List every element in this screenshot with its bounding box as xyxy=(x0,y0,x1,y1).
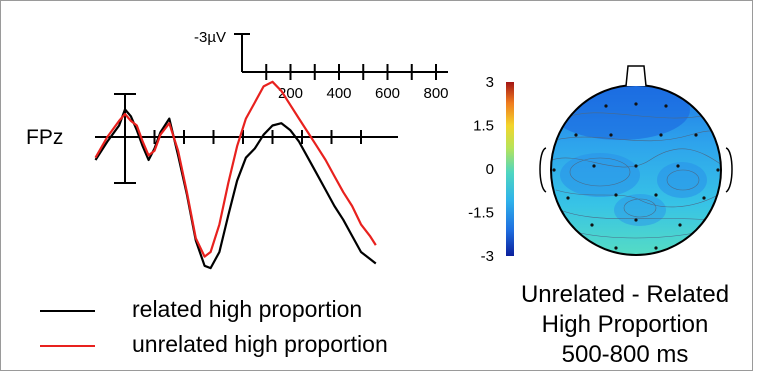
electrode-marker xyxy=(609,133,613,137)
time-scale: -3µV 200 400 600 800 xyxy=(194,29,449,102)
voltage-scale-label: -3µV xyxy=(194,29,226,46)
channel-label: FPz xyxy=(26,126,63,149)
electrode-marker xyxy=(654,193,658,197)
electrode-marker xyxy=(659,133,663,137)
legend xyxy=(40,310,95,347)
electrode-marker xyxy=(676,164,680,168)
time-tick-label-400: 400 xyxy=(326,85,351,102)
electrode-marker xyxy=(574,133,578,137)
legend-label-unrelated: unrelated high proportion xyxy=(132,331,388,357)
electrode-marker xyxy=(634,102,638,106)
electrode-marker xyxy=(702,196,706,200)
colorbar-gradient xyxy=(506,82,514,256)
erp-plot: FPz xyxy=(26,80,398,270)
colorbar-tick-label: -3 xyxy=(481,248,494,265)
time-tick-label-200: 200 xyxy=(278,85,303,102)
electrode-marker xyxy=(604,104,608,108)
electrode-marker xyxy=(716,168,720,172)
electrode-marker xyxy=(614,246,618,250)
legend-label-related: related high proportion xyxy=(132,296,363,322)
topo-caption-line-3: 500-800 ms xyxy=(561,341,689,368)
colorbar-tick-label: 0 xyxy=(486,161,494,178)
electrode-marker xyxy=(634,164,638,168)
colorbar-tick-label: 1.5 xyxy=(473,118,494,135)
electrode-marker xyxy=(592,164,596,168)
colorbar: 3 1.5 0 -1.5 -3 xyxy=(468,74,514,265)
electrode-marker xyxy=(654,246,658,250)
electrode-marker xyxy=(566,196,570,200)
electrode-marker xyxy=(694,133,698,137)
colorbar-tick-label: 3 xyxy=(486,74,494,91)
series-line-related xyxy=(94,108,377,270)
electrode-marker xyxy=(634,218,638,222)
electrode-marker xyxy=(664,104,668,108)
topo-caption-line-1: Unrelated - Related xyxy=(520,281,730,308)
nose xyxy=(625,65,647,87)
electrode-marker xyxy=(614,193,618,197)
colorbar-tick-label: -1.5 xyxy=(468,205,494,222)
scalp-topography xyxy=(539,65,733,256)
topo-caption-line-2: High Proportion xyxy=(541,311,709,338)
right-ear xyxy=(725,147,733,193)
electrode-marker xyxy=(590,223,594,227)
left-ear xyxy=(539,147,547,193)
time-tick-label-600: 600 xyxy=(375,85,400,102)
electrode-marker xyxy=(678,223,682,227)
series-line-unrelated xyxy=(94,80,377,258)
electrode-marker xyxy=(552,168,556,172)
time-tick-label-800: 800 xyxy=(423,85,448,102)
